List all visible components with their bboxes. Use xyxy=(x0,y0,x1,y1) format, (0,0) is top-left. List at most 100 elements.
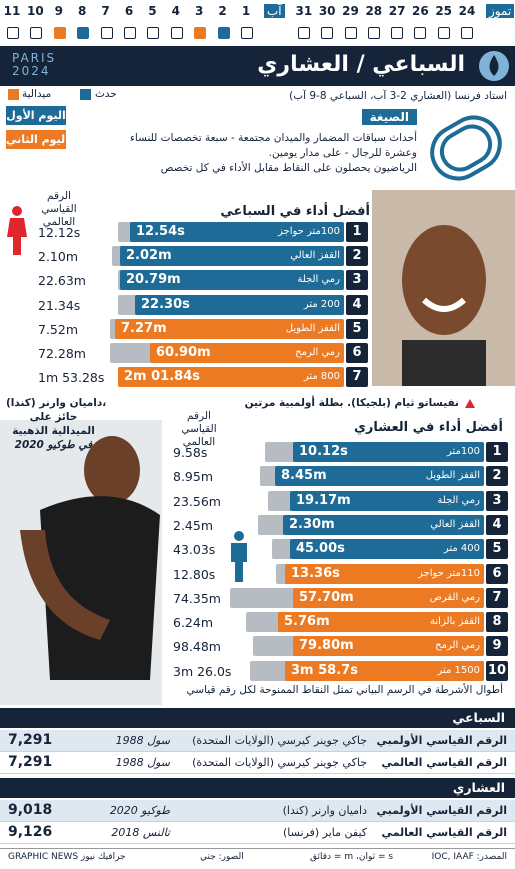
performance: 20.79m xyxy=(126,272,181,288)
event-name: 100متر xyxy=(447,446,480,457)
calendar-day: 31 xyxy=(295,4,313,18)
event-number: 4 xyxy=(346,294,368,315)
calendar-box xyxy=(437,27,450,39)
bar-performance xyxy=(275,466,484,487)
calendar-day: 3 xyxy=(195,4,204,18)
calendar-day: 9 xyxy=(54,4,63,18)
event-name: رمي الجلة xyxy=(297,274,340,286)
wr-heading: الرقم القياسي العالمي xyxy=(41,190,77,228)
calendar-box xyxy=(124,27,136,39)
performance: 2.30m xyxy=(289,516,335,532)
event-number: 5 xyxy=(486,539,508,560)
decathlon-caption: حائز على xyxy=(29,411,78,423)
logo: PARIS 2024 xyxy=(12,51,57,78)
event-number: 3 xyxy=(486,490,508,511)
day-two: اليوم الثاني xyxy=(6,130,69,149)
format-line: الرياضيون يحصلون على النقاط مقابل الأداء… xyxy=(160,162,417,174)
world-record: 43.03s xyxy=(173,542,216,558)
record-holder: جاكي جوينر كيرسي (الولايات المتحدة) xyxy=(192,756,367,769)
event-name: 110متر حواجز xyxy=(418,567,480,579)
event-number: 7 xyxy=(346,367,368,388)
event-name: رمي القرص xyxy=(429,591,480,603)
event-number: 10 xyxy=(486,660,508,681)
record-place: طوكيو 2020 xyxy=(109,804,170,817)
event-number: 6 xyxy=(486,563,508,584)
record-points: 7,291 xyxy=(8,754,53,770)
performance: 5.76m xyxy=(284,614,330,630)
calendar-box xyxy=(194,27,207,39)
flame-logo xyxy=(479,51,509,81)
event-number: 6 xyxy=(346,343,368,363)
event-name: 400 متر xyxy=(443,543,480,555)
male-icon xyxy=(231,531,247,582)
record-label: الرقم القياسي العالمي xyxy=(381,756,508,769)
calendar-day: 5 xyxy=(148,4,157,18)
decathlon-caption: داميان وارنر (كندا)، xyxy=(6,397,107,409)
photo-thiam xyxy=(372,190,515,386)
world-record: 74.35m xyxy=(173,590,221,606)
record-label: الرقم القياسي الأولمبي xyxy=(376,804,507,817)
female-icon xyxy=(7,206,27,255)
event-number: 1 xyxy=(346,222,368,242)
calendar-day: 2 xyxy=(218,4,227,18)
bar-performance xyxy=(120,246,344,267)
event-name: القفز العالي xyxy=(290,250,340,262)
world-record: 2.10m xyxy=(38,249,79,265)
event-number: 5 xyxy=(346,318,368,339)
calendar-day: 1 xyxy=(241,4,251,18)
calendar-day: 29 xyxy=(342,4,359,18)
format-line: أحداث سباقات المضمار والميدان مجتمعة - س… xyxy=(129,132,417,144)
event-number: 7 xyxy=(486,587,508,608)
performance: 22.30s xyxy=(141,296,190,312)
performance: 8.45m xyxy=(281,468,327,484)
bar-performance xyxy=(118,367,344,388)
calendar-day: 26 xyxy=(412,4,429,18)
legend-medal-swatch xyxy=(8,89,19,100)
world-record: 9.58s xyxy=(173,445,208,460)
bar-note: أطوال الأشرطة في الرسم البياني تمثل النق… xyxy=(186,684,503,696)
format-line: وعشرة للرجال - على مدار يومين. xyxy=(268,147,417,159)
caption-marker xyxy=(465,399,475,408)
world-record: 72.28m xyxy=(38,346,86,361)
wr-heading: الرقم القياسي العالمي xyxy=(181,410,217,448)
record-label: الرقم القياسي الأولمبي xyxy=(376,734,507,747)
calendar-box xyxy=(367,27,380,39)
world-record: 23.56m xyxy=(173,493,221,509)
performance: 60.90m xyxy=(156,345,211,360)
calendar-day: 4 xyxy=(171,4,180,18)
performance: 79.80m xyxy=(299,638,354,654)
bar-performance xyxy=(290,539,484,560)
record-points: 9,018 xyxy=(8,802,53,818)
legend-medal: ميدالية xyxy=(22,88,52,100)
performance: 7.27m xyxy=(121,320,167,336)
records-heading-band xyxy=(0,778,515,798)
event-name: 200 متر xyxy=(303,298,340,310)
world-record: 12.12s xyxy=(38,225,81,240)
bar-performance xyxy=(283,514,484,535)
world-record: 2.45m xyxy=(173,517,214,533)
world-record: 1m 53.28s xyxy=(38,370,105,386)
records-row xyxy=(0,800,515,822)
source: المصدر: IOC, IAAF xyxy=(431,852,507,862)
event-name: رمي الرمح xyxy=(435,640,480,652)
world-record: 22.63m xyxy=(38,273,86,289)
performance: 10.12s xyxy=(299,444,348,459)
records-heading: العشاري xyxy=(452,780,505,795)
bar-performance xyxy=(278,612,484,633)
venue: استاد فرنسا (العشاري 2-3 آب، السباعي 8-9… xyxy=(289,90,507,102)
records-heading: السباعي xyxy=(452,710,505,725)
world-record: 6.24m xyxy=(173,615,214,631)
track-icon xyxy=(430,115,502,181)
world-record: 21.34s xyxy=(38,297,81,313)
world-record: 7.52m xyxy=(38,321,79,337)
bar-performance xyxy=(293,636,484,657)
calendar-box xyxy=(344,27,357,39)
record-place: تالنس 2018 xyxy=(111,826,170,839)
credit: GRAPHIC NEWS جرافيك نيوز xyxy=(8,852,126,862)
world-record: 3m 26.0s xyxy=(173,663,232,679)
header-band xyxy=(0,46,515,86)
calendar-box xyxy=(297,27,310,39)
calendar-box xyxy=(391,27,404,39)
record-place: سول 1988 xyxy=(115,734,170,747)
calendar-box xyxy=(217,27,230,39)
